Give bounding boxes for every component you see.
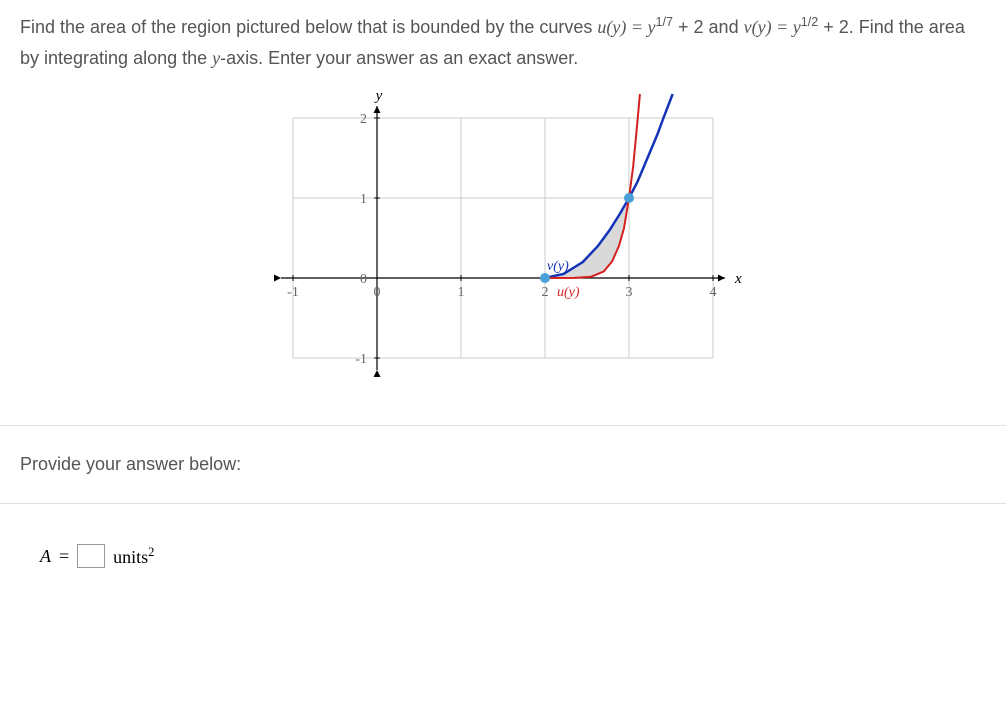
chart-container: -1 0 1 3 4 -1 0 1 2 v(y) 2 u(y) x y xyxy=(20,73,986,413)
svg-text:4: 4 xyxy=(710,285,717,300)
question-text: Find the area of the region pictured bel… xyxy=(20,12,986,73)
svg-text:3: 3 xyxy=(626,285,633,300)
v-base: y xyxy=(793,17,801,37)
svg-text:1: 1 xyxy=(458,285,465,300)
svg-text:u(y): u(y) xyxy=(557,285,580,300)
answer-units: units2 xyxy=(113,545,154,568)
v-exp: 1/2 xyxy=(801,15,819,29)
units-exp: 2 xyxy=(148,545,154,559)
svg-text:2: 2 xyxy=(542,285,549,300)
units-base: units xyxy=(113,547,148,567)
v-lhs: v(y) = xyxy=(744,17,793,37)
q-suffix2: -axis. Enter your answer as an exact ans… xyxy=(220,48,578,68)
u-base: y xyxy=(648,17,656,37)
q-and: and xyxy=(704,17,744,37)
answer-input[interactable] xyxy=(77,544,105,568)
svg-text:1: 1 xyxy=(360,192,367,207)
q-prefix: Find the area of the region pictured bel… xyxy=(20,17,597,37)
svg-text:v(y): v(y) xyxy=(547,259,569,274)
svg-text:0: 0 xyxy=(360,272,367,287)
axis-var: y xyxy=(212,48,220,68)
region-chart: -1 0 1 3 4 -1 0 1 2 v(y) 2 u(y) x y xyxy=(263,93,743,383)
v-tail: + 2 xyxy=(818,17,849,37)
u-tail: + 2 xyxy=(673,17,704,37)
prompt-section: Provide your answer below: xyxy=(0,426,1006,504)
svg-text:y: y xyxy=(374,93,383,104)
answer-row: A = units2 xyxy=(0,504,1006,618)
answer-eq: = xyxy=(59,546,69,567)
u-lhs: u(y) = xyxy=(597,17,647,37)
question-section: Find the area of the region pictured bel… xyxy=(0,0,1006,426)
svg-text:2: 2 xyxy=(360,112,367,127)
svg-text:0: 0 xyxy=(374,285,381,300)
u-exp: 1/7 xyxy=(656,15,674,29)
prompt-text: Provide your answer below: xyxy=(20,454,241,474)
svg-text:x: x xyxy=(734,271,742,287)
svg-text:-1: -1 xyxy=(355,352,367,367)
answer-lhs: A xyxy=(40,546,51,567)
svg-text:-1: -1 xyxy=(287,285,299,300)
